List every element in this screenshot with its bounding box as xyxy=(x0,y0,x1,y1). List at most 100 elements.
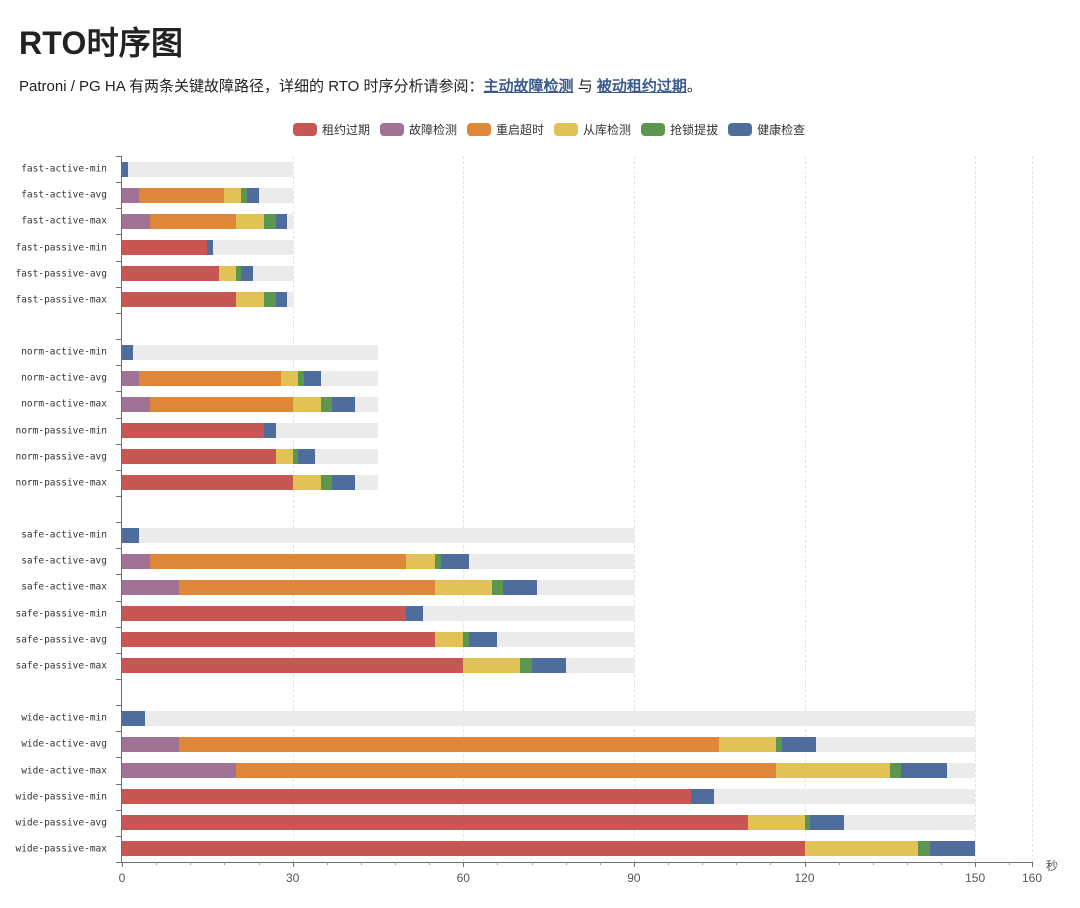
bar-segment-health[interactable] xyxy=(304,370,322,386)
bar-segment-replica[interactable] xyxy=(235,292,265,308)
bar-segment-lease[interactable] xyxy=(122,449,276,465)
bar-segment-replica[interactable] xyxy=(747,815,805,831)
bar-segment-replica[interactable] xyxy=(463,658,521,674)
bar-segment-replica[interactable] xyxy=(292,396,322,412)
bar-segment-replica[interactable] xyxy=(218,266,236,282)
bar-segment-lease[interactable] xyxy=(122,475,293,491)
bar-segment-restart[interactable] xyxy=(150,396,293,412)
bar-segment-health[interactable] xyxy=(241,266,253,282)
bar-segment-replica[interactable] xyxy=(804,841,919,857)
bar-segment-lease[interactable] xyxy=(122,658,464,674)
intro-join: 与 xyxy=(573,78,597,95)
bar-segment-promote[interactable] xyxy=(918,841,930,857)
bar-segment-health[interactable] xyxy=(122,161,128,177)
bar-segment-replica[interactable] xyxy=(434,579,492,595)
legend-item-health[interactable]: 健康检查 xyxy=(728,121,805,138)
bar-segment-promote[interactable] xyxy=(264,213,276,229)
bar-segment-promote[interactable] xyxy=(321,475,333,491)
bar-segment-lease[interactable] xyxy=(122,423,265,439)
y-axis xyxy=(121,156,122,862)
bar-segment-health[interactable] xyxy=(690,789,714,805)
bar-segment-promote[interactable] xyxy=(321,396,333,412)
bar-segment-restart[interactable] xyxy=(139,370,282,386)
bar-segment-health[interactable] xyxy=(531,658,566,674)
link-active-detection[interactable]: 主动故障检测 xyxy=(483,78,574,95)
bar-segment-lease[interactable] xyxy=(122,815,748,831)
bar-segment-health[interactable] xyxy=(332,396,356,412)
bar-segment-health[interactable] xyxy=(440,553,469,569)
bar-segment-promote[interactable] xyxy=(889,763,902,779)
bar-segment-detect[interactable] xyxy=(122,370,140,386)
bar-segment-promote[interactable] xyxy=(804,815,811,831)
legend-item-detect[interactable]: 故障检测 xyxy=(380,121,457,138)
legend-item-lease[interactable]: 租约过期 xyxy=(293,121,370,138)
bar-segment-lease[interactable] xyxy=(122,240,208,256)
bar-segment-replica[interactable] xyxy=(406,553,435,569)
bar-segment-replica[interactable] xyxy=(434,632,464,648)
bar-segment-lease[interactable] xyxy=(122,632,435,648)
bar-segment-promote[interactable] xyxy=(241,187,248,203)
bar-segment-replica[interactable] xyxy=(275,449,293,465)
link-passive-lease[interactable]: 被动租约过期 xyxy=(596,78,687,95)
legend-item-replica[interactable]: 从库检测 xyxy=(554,121,631,138)
bar-segment-health[interactable] xyxy=(122,527,140,543)
bar-segment-health[interactable] xyxy=(901,763,947,779)
x-minor-tick xyxy=(360,862,362,865)
bar-segment-promote[interactable] xyxy=(264,292,276,308)
bar-segment-lease[interactable] xyxy=(122,606,407,622)
bar-segment-health[interactable] xyxy=(503,579,538,595)
bar-segment-promote[interactable] xyxy=(463,632,469,648)
category-label: fast-passive-avg xyxy=(15,268,107,280)
bar-segment-replica[interactable] xyxy=(719,736,777,752)
legend-item-promote[interactable]: 抢锁提拔 xyxy=(641,121,718,138)
bar-segment-detect[interactable] xyxy=(122,763,236,779)
bar-segment-replica[interactable] xyxy=(235,213,265,229)
bar-segment-health[interactable] xyxy=(781,736,816,752)
bar-segment-promote[interactable] xyxy=(776,736,782,752)
category-label: safe-passive-avg xyxy=(15,634,107,646)
legend-item-restart[interactable]: 重启超时 xyxy=(467,121,544,138)
bar-segment-restart[interactable] xyxy=(178,579,435,595)
bar-segment-detect[interactable] xyxy=(122,213,151,229)
bar-segment-promote[interactable] xyxy=(491,579,504,595)
bar-segment-restart[interactable] xyxy=(235,763,777,779)
bar-segment-health[interactable] xyxy=(207,240,213,256)
bar-segment-lease[interactable] xyxy=(122,292,236,308)
bar-segment-detect[interactable] xyxy=(122,579,179,595)
bar-segment-health[interactable] xyxy=(122,710,145,726)
bar-segment-restart[interactable] xyxy=(139,187,225,203)
bar-segment-detect[interactable] xyxy=(122,736,179,752)
bar-segment-health[interactable] xyxy=(810,815,845,831)
bar-segment-lease[interactable] xyxy=(122,841,805,857)
bar-segment-replica[interactable] xyxy=(224,187,242,203)
bar-segment-promote[interactable] xyxy=(298,370,304,386)
bar-segment-detect[interactable] xyxy=(122,187,140,203)
category-label: fast-active-max xyxy=(21,215,107,227)
bar-segment-restart[interactable] xyxy=(150,213,236,229)
bar-segment-promote[interactable] xyxy=(434,553,441,569)
bar-segment-health[interactable] xyxy=(929,841,976,857)
bar-segment-health[interactable] xyxy=(406,606,424,622)
bar-segment-health[interactable] xyxy=(275,292,287,308)
bar-segment-health[interactable] xyxy=(122,344,134,360)
bar-segment-restart[interactable] xyxy=(178,736,720,752)
bar-segment-replica[interactable] xyxy=(776,763,890,779)
bar-segment-health[interactable] xyxy=(275,213,287,229)
x-tick-label: 60 xyxy=(456,871,470,885)
bar-segment-health[interactable] xyxy=(298,449,316,465)
bar-segment-replica[interactable] xyxy=(281,370,299,386)
bar-segment-health[interactable] xyxy=(264,423,276,439)
bar-segment-detect[interactable] xyxy=(122,553,151,569)
bar-segment-detect[interactable] xyxy=(122,396,151,412)
x-minor-tick xyxy=(770,862,772,865)
bar-segment-lease[interactable] xyxy=(122,266,219,282)
bar-segment-restart[interactable] xyxy=(150,553,407,569)
bar-segment-lease[interactable] xyxy=(122,789,691,805)
bar-segment-promote[interactable] xyxy=(235,266,242,282)
bar-segment-replica[interactable] xyxy=(292,475,322,491)
bar-segment-health[interactable] xyxy=(468,632,498,648)
bar-segment-promote[interactable] xyxy=(520,658,532,674)
bar-segment-health[interactable] xyxy=(247,187,259,203)
bar-segment-health[interactable] xyxy=(332,475,356,491)
bar-segment-promote[interactable] xyxy=(292,449,299,465)
